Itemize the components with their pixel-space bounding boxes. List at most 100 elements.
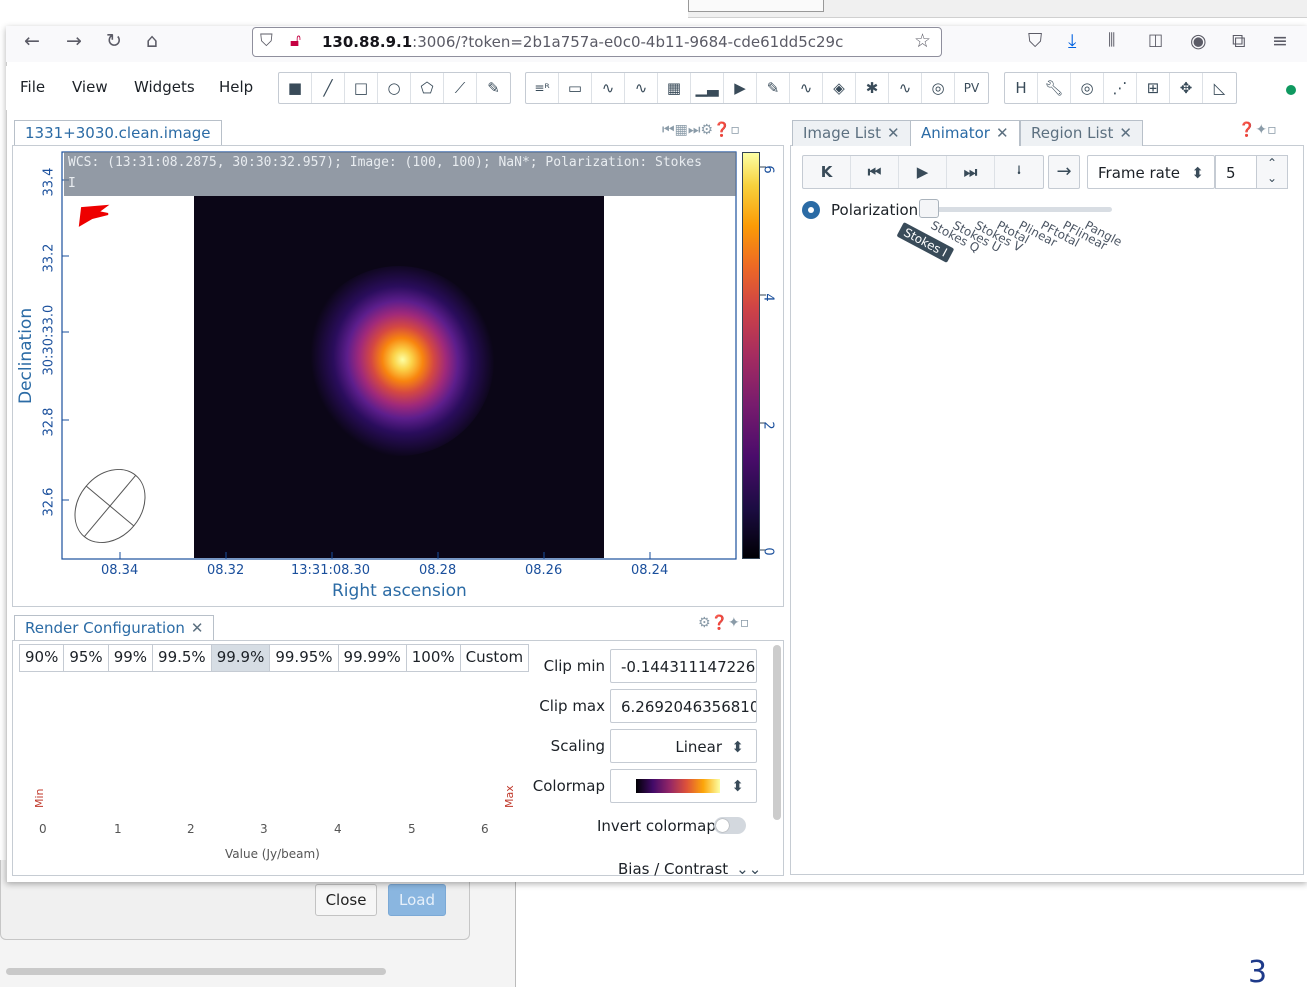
forward-icon[interactable]: → (66, 30, 82, 52)
hist-x-tick: 5 (408, 822, 416, 836)
tab-animator[interactable]: Animator ✕ (910, 120, 1020, 146)
image-info-icon[interactable]: ▭ (559, 73, 592, 103)
previous-frame-icon[interactable]: ⏮ (851, 156, 899, 188)
compass-icon[interactable]: ✥ (1170, 73, 1203, 103)
play-icon[interactable]: ▶ (899, 156, 947, 188)
catalog-icon[interactable]: ✱ (856, 73, 889, 103)
render-config-scrollbar[interactable] (773, 645, 781, 820)
percentile-99-button[interactable]: 99% (108, 645, 154, 671)
spectral-profiler-icon[interactable]: ∿ (625, 73, 658, 103)
reload-icon[interactable]: ↻ (106, 30, 122, 52)
sidebar-icon[interactable]: ◫ (1148, 30, 1164, 49)
image-view-controls[interactable]: ⏮▦⏭⚙❓▫ (662, 122, 740, 138)
bookmark-star-icon[interactable]: ☆ (914, 30, 932, 52)
hist-x-tick: 4 (334, 822, 342, 836)
download-icon[interactable]: ⤓ (1068, 30, 1077, 52)
render-config-icon[interactable]: ✎ (757, 73, 790, 103)
rectangle-tool-icon[interactable]: □ (345, 73, 378, 103)
frame-rate-stepper[interactable]: ⌃ ⌄ (1256, 155, 1288, 189)
animator-controls[interactable]: ❓✦▫ (1238, 122, 1277, 138)
line-query-icon[interactable]: ∿ (889, 73, 922, 103)
colorbar[interactable] (742, 152, 760, 559)
polarization-slider-handle[interactable] (919, 199, 939, 218)
point-tool-icon[interactable]: ■ (279, 73, 312, 103)
render-config-controls[interactable]: ⚙❓✦▫ (698, 615, 750, 631)
url-text[interactable]: 130.88.9.1:3006/?token=2b1a757a-e0c0-4b1… (322, 33, 844, 51)
account-icon[interactable]: ◉ (1190, 30, 1207, 52)
animator-icon[interactable]: ▶ (724, 73, 757, 103)
scaling-label: Scaling (550, 737, 605, 755)
image-view-tab[interactable]: 1331+3030.clean.image (14, 120, 222, 146)
polarization-slider-track[interactable] (922, 207, 1112, 212)
url-bar[interactable] (252, 27, 942, 57)
y-tick-label: 32.6 (41, 487, 57, 517)
clip-min-input[interactable]: -0.144311147226 (610, 649, 757, 683)
clip-max-input[interactable]: 6.26920463568101 (610, 689, 757, 723)
invert-colormap-toggle[interactable] (714, 817, 746, 834)
line-tool-icon[interactable]: ╱ (312, 73, 345, 103)
percentile-90-button[interactable]: 90% (20, 645, 65, 671)
close-button[interactable]: Close (315, 884, 377, 916)
pv-generator-button[interactable]: PV (963, 81, 980, 95)
clip-max-label: Clip max (539, 697, 605, 715)
play-mode-arrow-icon[interactable]: → (1048, 155, 1080, 189)
polyline-tool-icon[interactable]: ⟋ (444, 73, 477, 103)
percentile-95-button[interactable]: 95% (64, 645, 109, 671)
percentile-99-5-button[interactable]: 99.5% (153, 645, 212, 671)
histogram-icon[interactable]: ▁▃ (691, 73, 724, 103)
header-icon[interactable]: ≡ᴿ (526, 73, 559, 103)
bias-contrast-toggle[interactable]: Bias / Contrast ⌄⌄ (618, 860, 762, 878)
wrench-icon[interactable]: 🔧︎ (1038, 73, 1071, 103)
y-tick-label: 32.8 (41, 407, 57, 437)
menu-help[interactable]: Help (219, 78, 254, 96)
y-tick-label: 30:30:33.0 (41, 304, 57, 376)
tools-toolbar: H 🔧︎ ◎ ⋰ ⊞ ✥ ◺ (1004, 72, 1237, 104)
library-icon[interactable]: ⫼ (1108, 30, 1116, 49)
percentile-99-9-button[interactable]: 99.9% (211, 645, 271, 671)
insecure-lock-icon[interactable]: 🔓︎ (290, 31, 302, 51)
polygon-tool-icon[interactable]: ⬠ (411, 73, 444, 103)
shield-icon[interactable]: ⛉ (260, 31, 273, 51)
first-frame-icon[interactable]: K (803, 156, 851, 188)
menu-widgets[interactable]: Widgets (134, 78, 195, 96)
animator-panel (790, 145, 1304, 875)
horizontal-scrollbar[interactable] (6, 968, 386, 975)
x-tick-label: 13:31:08.30 (291, 563, 371, 578)
polarization-radio[interactable] (802, 201, 820, 219)
tab-region-list[interactable]: Region List ✕ (1020, 120, 1143, 146)
colormap-select[interactable]: ⬍ (610, 769, 757, 803)
menu-icon[interactable]: ≡ (1272, 30, 1288, 52)
fitting-icon[interactable]: ⊞ (1137, 73, 1170, 103)
vector-icon[interactable]: ⋰ (1104, 73, 1137, 103)
percentile-99-95-button[interactable]: 99.95% (270, 645, 339, 671)
frame-rate-select[interactable]: Frame rate ⬍ (1087, 155, 1215, 189)
distance-tool-icon[interactable]: ◺ (1213, 79, 1226, 97)
last-frame-icon[interactable]: ᛍ (1014, 163, 1024, 181)
image-canvas[interactable] (194, 196, 604, 558)
contour-icon[interactable]: ◎ (1071, 73, 1104, 103)
spatial-profiler-icon[interactable]: ∿ (592, 73, 625, 103)
moments-icon[interactable]: ◎ (922, 73, 955, 103)
colorbar-tick-label: 0 (760, 547, 776, 556)
edit-region-icon[interactable]: ✎ (487, 79, 500, 97)
home-icon[interactable]: ⌂ (146, 30, 159, 52)
layers-icon[interactable]: ◈ (823, 73, 856, 103)
percentile-custom-button[interactable]: Custom (460, 645, 529, 671)
ellipse-tool-icon[interactable]: ○ (378, 73, 411, 103)
tab-image-list[interactable]: Image List ✕ (792, 120, 911, 146)
menu-view[interactable]: View (72, 78, 108, 96)
pocket-icon[interactable]: ⛉ (1028, 30, 1043, 52)
frame-rate-input[interactable]: 5 (1215, 155, 1257, 189)
hotkey-icon[interactable]: H (1005, 73, 1038, 103)
stokes-icon[interactable]: ∿ (790, 73, 823, 103)
extensions-icon[interactable]: ⧉ (1232, 30, 1246, 52)
percentile-99-99-button[interactable]: 99.99% (338, 645, 407, 671)
next-frame-icon[interactable]: ⏭ (947, 156, 995, 188)
render-config-tab[interactable]: Render Configuration ✕ (14, 615, 215, 641)
percentile-100-button[interactable]: 100% (406, 645, 461, 671)
statistics-icon[interactable]: ▦ (658, 73, 691, 103)
load-button[interactable]: Load (388, 884, 446, 916)
scaling-select[interactable]: Linear ⬍ (610, 729, 757, 763)
back-icon[interactable]: ← (24, 30, 40, 52)
menu-file[interactable]: File (20, 78, 46, 96)
